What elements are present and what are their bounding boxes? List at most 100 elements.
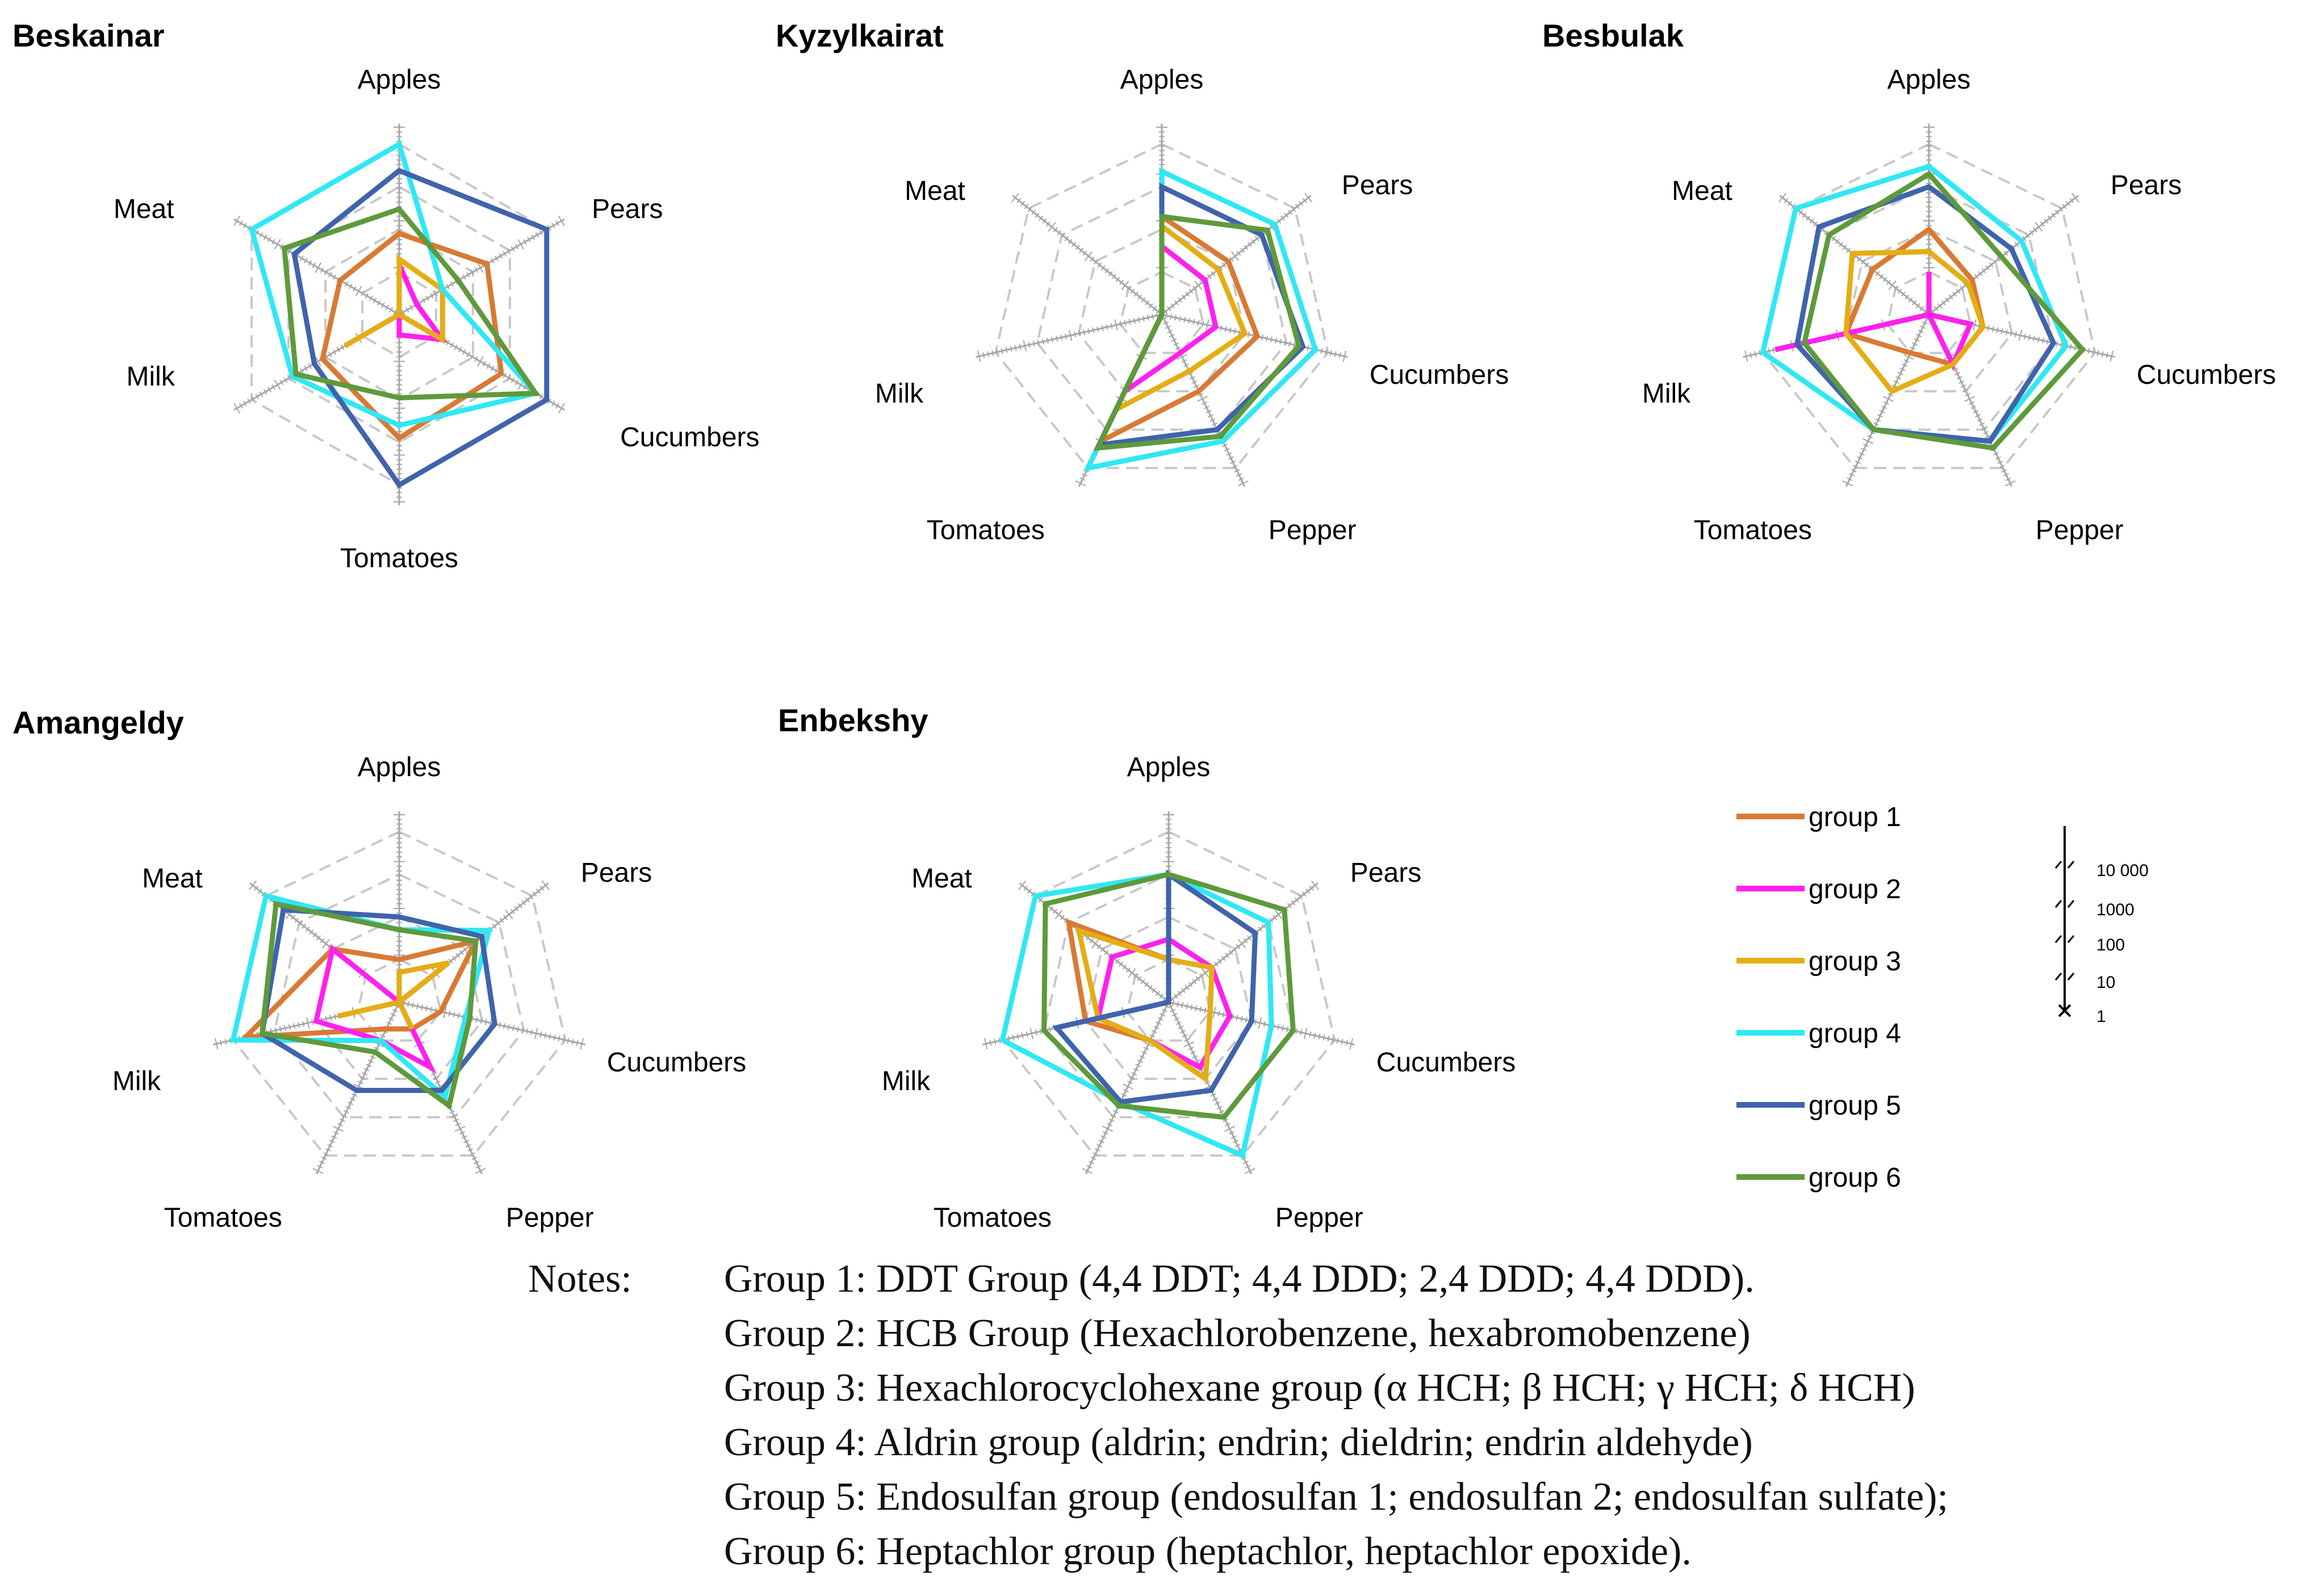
axis-tick (328, 272, 332, 278)
axis-tick (1886, 279, 1891, 285)
axis-tick (1174, 1017, 1180, 1021)
axis-tick (530, 1029, 533, 1036)
axis-tick (1273, 915, 1277, 920)
axis-tick (1031, 891, 1036, 897)
axis-tick (1952, 367, 1958, 371)
axis-tick (475, 1168, 486, 1174)
axis-tick (1188, 317, 1191, 324)
axis-tick (1974, 274, 1979, 279)
axis-tick (1193, 384, 1199, 388)
axis-label-apples: Apples (358, 752, 441, 782)
axis-tick (336, 347, 341, 353)
axis-tick (1995, 456, 2001, 460)
axis-tick (2014, 331, 2017, 338)
axis-tick (1263, 1021, 1266, 1027)
axis-tick (443, 1007, 447, 1019)
axis-tick (1091, 939, 1099, 949)
axis-tick (1032, 341, 1035, 347)
axis-tick (409, 304, 413, 311)
axis-tick (1247, 241, 1252, 248)
axis-tick (1276, 218, 1282, 224)
axis-tick (1142, 316, 1145, 322)
axis-tick (1121, 1093, 1127, 1097)
grid-ring-10 (1886, 270, 1972, 354)
axis-tick (1224, 447, 1230, 451)
axis-label-pepper: Pepper (1275, 1203, 1363, 1233)
axis-tick (1082, 473, 1087, 477)
axis-label-pears: Pears (581, 858, 652, 888)
axis-tick (1153, 1025, 1160, 1029)
axis-tick (1183, 1041, 1195, 1048)
axis-tick (2033, 227, 2037, 233)
series-group-5 (1052, 869, 1258, 1105)
axis-tick (405, 307, 409, 313)
axis-tick (474, 267, 479, 273)
axis-tick (334, 1013, 337, 1020)
axis-tick (544, 1032, 547, 1038)
axis-tick (1129, 1076, 1135, 1080)
axes: Apples Pears Cucumbers Pepper Tomatoes Milk Me… (882, 752, 1516, 1233)
axis-tick (539, 885, 545, 891)
series (1760, 164, 2086, 451)
axis-label-tomatoes: Tomatoes (934, 1203, 1052, 1233)
axis-tick (372, 298, 377, 304)
axis-tick (1985, 435, 1991, 439)
axis-tick (2001, 468, 2007, 473)
axis-tick (1170, 303, 1175, 309)
axis-tick (1050, 336, 1054, 343)
axis-tick (551, 223, 555, 229)
notes-row-3: Group 3: Hexachlorocyclohexane group (α … (528, 1361, 1948, 1415)
axis-tick (1188, 1046, 1194, 1050)
axis-tick (1287, 210, 1292, 215)
axis-tick (1199, 973, 1204, 979)
axis-tick (454, 1125, 466, 1132)
axis-tick (1899, 367, 1906, 371)
axis-tick (2092, 349, 2095, 355)
axis-tick (312, 262, 316, 269)
axis-tick (359, 1076, 366, 1080)
axis-tick (263, 389, 267, 395)
axis-tick (1234, 1143, 1241, 1147)
axis-tick (340, 344, 345, 350)
axis-tick (1983, 431, 1989, 435)
axis-tick (1960, 384, 1966, 388)
axis-tick (1124, 320, 1127, 326)
axis-tick (312, 932, 317, 938)
legend-item-group-3: group 3 (1736, 946, 1901, 977)
axis-tick (1123, 1089, 1129, 1093)
axis-tick (1200, 279, 1204, 285)
axis-tick (1001, 348, 1003, 354)
axis-tick (507, 1024, 510, 1031)
axis-tick (288, 1024, 291, 1031)
axis-tick (1244, 1168, 1255, 1174)
axis-label-milk: Milk (1642, 379, 1691, 409)
axis-tick (1759, 350, 1761, 357)
axis-tick (258, 888, 262, 894)
axis-tick (1106, 324, 1108, 330)
scale-label: 10 (2096, 973, 2115, 992)
axis-tick (2000, 328, 2003, 334)
axis-tick (2110, 350, 2113, 362)
axis-tick (1096, 326, 1099, 332)
axis-tick (233, 403, 241, 414)
axis-tick (1261, 923, 1266, 929)
axis-tick (1915, 303, 1920, 309)
notes-row-1: Notes: Group 1: DDT Group (4,4 DDT; 4,4 … (528, 1252, 1948, 1306)
axis-tick (1973, 319, 1977, 331)
axis-tick (463, 1140, 470, 1143)
axis-tick (1238, 939, 1246, 949)
axis-label-milk: Milk (112, 1066, 161, 1096)
grid-ring-100 (1844, 228, 2014, 393)
axis-tick (1960, 286, 1964, 291)
axis-tick (1862, 438, 1874, 445)
axis-tick (261, 891, 266, 897)
axis-tick (1754, 351, 1757, 357)
axis-tick (348, 283, 353, 290)
axis-tick (2018, 329, 2023, 341)
axis-tick (1258, 1017, 1262, 1029)
axis-tick (1142, 1041, 1154, 1048)
axis-tick (466, 351, 470, 357)
axis-tick (1183, 317, 1186, 323)
axis-tick (322, 939, 330, 949)
notes-label: Notes: (528, 1257, 632, 1301)
